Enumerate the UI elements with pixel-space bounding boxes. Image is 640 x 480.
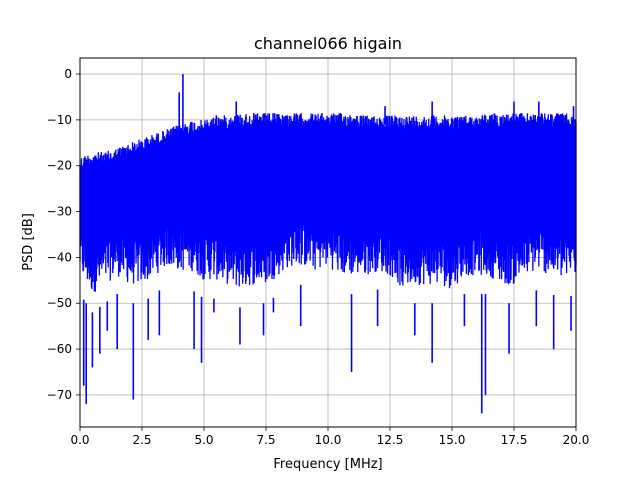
y-axis-ticks: 0 −10 −20 −30 −40 −50 −60 −70 [47, 67, 80, 402]
x-tick-label: 20.0 [563, 433, 590, 447]
x-tick-label: 0.0 [70, 433, 89, 447]
y-tick-label: −10 [47, 113, 72, 127]
x-tick-label: 15.0 [439, 433, 466, 447]
y-tick-label: −40 [47, 250, 72, 264]
psd-series-line [79, 113, 577, 292]
y-tick-label: −20 [47, 159, 72, 173]
plot-area [79, 74, 577, 414]
x-tick-label: 10.0 [315, 433, 342, 447]
y-tick-label: −50 [47, 296, 72, 310]
x-tick-label: 12.5 [377, 433, 404, 447]
y-axis-label: PSD [dB] [21, 213, 36, 271]
y-tick-label: 0 [64, 67, 72, 81]
x-axis-label: Frequency [MHz] [273, 457, 382, 472]
x-tick-label: 7.5 [256, 433, 275, 447]
chart-title: channel066 higain [254, 34, 402, 53]
x-tick-label: 17.5 [501, 433, 528, 447]
y-tick-label: −30 [47, 205, 72, 219]
y-tick-label: −60 [47, 342, 72, 356]
x-tick-label: 2.5 [132, 433, 151, 447]
x-axis-ticks: 0.0 2.5 5.0 7.5 10.0 12.5 15.0 17.5 20.0 [70, 427, 589, 447]
x-tick-label: 5.0 [194, 433, 213, 447]
y-tick-label: −70 [47, 388, 72, 402]
